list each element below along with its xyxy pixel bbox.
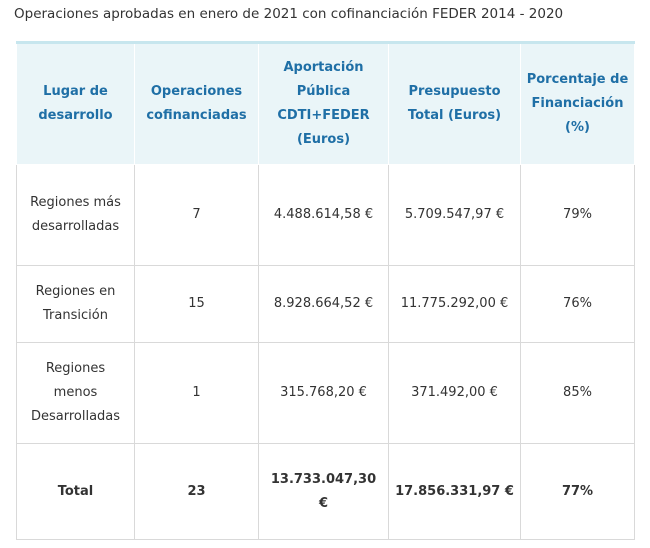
- header-presupuesto-total: Presupuesto Total (Euros): [388, 42, 521, 165]
- cell-porcentaje: 76%: [520, 265, 635, 343]
- header-aportacion-publica: Aportación Pública CDTI+FEDER (Euros): [258, 42, 389, 165]
- cell-porcentaje: 85%: [520, 342, 635, 444]
- cell-operaciones: 7: [134, 164, 259, 266]
- cell-presupuesto: 5.709.547,97 €: [388, 164, 521, 266]
- header-operaciones-cofinanciadas: Operaciones cofinanciadas: [134, 42, 259, 165]
- cell-aportacion: 315.768,20 €: [258, 342, 389, 444]
- header-lugar-de-desarrollo: Lugar de desarrollo: [16, 42, 135, 165]
- feder-operations-table: Lugar de desarrollo Operaciones cofinanc…: [16, 41, 635, 540]
- cell-operaciones: 15: [134, 265, 259, 343]
- cell-presupuesto: 11.775.292,00 €: [388, 265, 521, 343]
- header-porcentaje-financiacion: Porcentaje de Financiación (%): [520, 42, 635, 165]
- cell-presupuesto: 371.492,00 €: [388, 342, 521, 444]
- table-total-row: Total 23 13.733.047,30 € 17.856.331,97 €…: [16, 443, 635, 540]
- table-row: Regiones menos Desarrolladas 1 315.768,2…: [16, 342, 635, 444]
- cell-aportacion: 4.488.614,58 €: [258, 164, 389, 266]
- cell-aportacion: 8.928.664,52 €: [258, 265, 389, 343]
- table-row: Regiones más desarrolladas 7 4.488.614,5…: [16, 164, 635, 266]
- total-operaciones: 23: [134, 443, 259, 540]
- cell-lugar: Regiones más desarrolladas: [16, 164, 135, 266]
- total-label: Total: [16, 443, 135, 540]
- cell-operaciones: 1: [134, 342, 259, 444]
- total-presupuesto: 17.856.331,97 €: [388, 443, 521, 540]
- table-row: Regiones en Transición 15 8.928.664,52 €…: [16, 265, 635, 343]
- total-porcentaje: 77%: [520, 443, 635, 540]
- total-aportacion: 13.733.047,30 €: [258, 443, 389, 540]
- cell-lugar: Regiones en Transición: [16, 265, 135, 343]
- table-header-row: Lugar de desarrollo Operaciones cofinanc…: [16, 42, 635, 165]
- feder-operations-table-container: Lugar de desarrollo Operaciones cofinanc…: [16, 41, 635, 540]
- cell-porcentaje: 79%: [520, 164, 635, 266]
- cell-lugar: Regiones menos Desarrolladas: [16, 342, 135, 444]
- table-caption: Operaciones aprobadas en enero de 2021 c…: [14, 6, 564, 22]
